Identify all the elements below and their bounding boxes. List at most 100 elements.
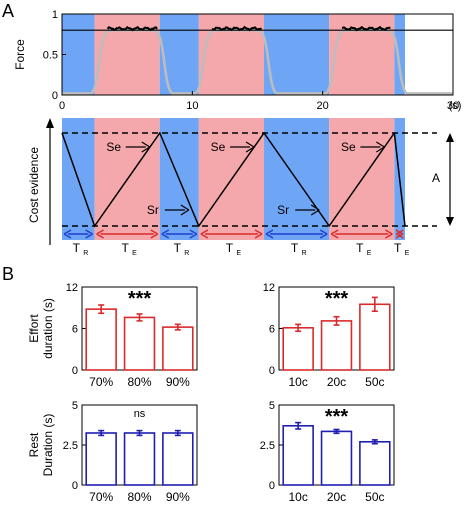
- bar: [162, 326, 194, 371]
- duration-sub-rest: R: [184, 250, 189, 257]
- y-tick-label: 5: [72, 400, 78, 412]
- y-tick-label: 6: [269, 324, 275, 336]
- duration-arrow-head-right: [150, 229, 159, 239]
- category-label: 10c: [288, 490, 307, 504]
- category-label: 50c: [365, 375, 384, 389]
- duration-arrow-head-left: [96, 229, 104, 239]
- category-label: 70%: [89, 490, 113, 504]
- x-tick-label: 30: [447, 100, 459, 112]
- phase-rest: [62, 14, 95, 95]
- duration-label-effort: T: [226, 241, 234, 255]
- y-tick-label: 12: [66, 282, 78, 294]
- y-axis-label: Rest: [27, 432, 41, 457]
- amplitude-label: A: [432, 171, 440, 185]
- sr-label: Sr: [147, 203, 159, 217]
- duration-sub-rest: R: [83, 250, 88, 257]
- duration-sub-effort: E: [132, 250, 137, 257]
- duration-sub-effort: E: [405, 250, 410, 257]
- duration-arrow-head-right: [385, 229, 393, 239]
- duration-sub-effort: E: [236, 250, 241, 257]
- bar: [123, 316, 156, 371]
- se-label: Se: [211, 140, 226, 154]
- sr-arrow-head: [310, 204, 320, 216]
- evidence-zigzag: [61, 131, 395, 228]
- amplitude-head-bottom: [446, 217, 454, 226]
- y-axis-label: Cost evidence: [27, 147, 41, 223]
- duration-label-rest: T: [174, 241, 182, 255]
- se-label: Se: [341, 140, 356, 154]
- duration-label-rest: T: [291, 241, 299, 255]
- panel-label-a: A: [2, 1, 14, 21]
- duration-label-effort: T: [121, 241, 129, 255]
- category-label: 20c: [327, 375, 346, 389]
- significance-label: ***: [325, 406, 349, 428]
- duration-label-effort: T: [394, 241, 402, 255]
- y-tick-label: 0.5: [43, 50, 58, 62]
- phase-rest: [264, 14, 330, 95]
- x-axis-label: (s): [449, 100, 462, 112]
- duration-arrow-head-right: [189, 229, 198, 239]
- se-label: Se: [106, 140, 121, 154]
- bar: [162, 432, 194, 486]
- se-arrow-head: [245, 141, 255, 153]
- duration-arrow-head-left: [200, 229, 209, 239]
- duration-label-rest: T: [73, 241, 81, 255]
- y-tick-label: 0: [269, 365, 275, 377]
- bar-chart-rest-threshold: 0 2.5 5 70% 80% 90% ns Rest Duration (s): [27, 400, 198, 504]
- duration-arrow-head-left: [161, 229, 170, 239]
- bar: [282, 327, 314, 371]
- duration-arrow-head-left: [265, 229, 274, 239]
- duration-arrow-head-right: [395, 229, 404, 239]
- panel-label-b: B: [2, 264, 14, 284]
- y-axis-arrow-head: [46, 118, 54, 128]
- duration-label-effort: T: [356, 241, 364, 255]
- category-label: 20c: [327, 490, 346, 504]
- category-label: 90%: [166, 375, 190, 389]
- bar-chart-rest-cost: 0 2.5 5 10c 20c 50c ***: [260, 400, 395, 504]
- force-trace-black: [211, 25, 263, 32]
- bar: [320, 320, 353, 371]
- force-trace-black: [341, 25, 391, 32]
- y-tick-label: 6: [72, 324, 78, 336]
- duration-arrow-head-right: [85, 229, 93, 239]
- y-tick-label: 2.5: [63, 440, 78, 452]
- category-label: 80%: [127, 490, 151, 504]
- category-label: 90%: [166, 490, 190, 504]
- sr-label: Sr: [277, 203, 289, 217]
- y-tick-label: 0: [72, 480, 78, 492]
- y-tick-label: 0: [269, 480, 275, 492]
- duration-arrow-head-left: [63, 229, 72, 239]
- significance-label: ***: [325, 288, 349, 310]
- bar: [359, 303, 391, 371]
- phase-effort: [198, 14, 265, 95]
- duration-sub-rest: R: [302, 250, 307, 257]
- se-arrow-head: [141, 141, 151, 153]
- y-tick-label: 1: [52, 9, 58, 21]
- duration-sub-effort: E: [367, 250, 372, 257]
- sr-arrow-head: [180, 204, 190, 216]
- y-tick-label: 0: [52, 90, 58, 102]
- x-tick-label: 10: [186, 100, 198, 112]
- duration-arrow-head-right: [319, 229, 328, 239]
- se-arrow-head: [376, 141, 385, 153]
- bar-charts: 0 6 12 70% 80% 90% *** Effort duration (s) 0 6 12 10…: [27, 282, 395, 504]
- bar: [85, 308, 117, 371]
- bar: [359, 440, 391, 486]
- y-axis-label: Effort: [27, 314, 41, 343]
- significance-label: ***: [128, 288, 152, 310]
- duration-arrow-head-right: [254, 229, 263, 239]
- y-tick-label: 12: [263, 282, 275, 294]
- y-axis-label: Duration (s): [41, 414, 55, 477]
- category-label: 10c: [288, 375, 307, 389]
- amplitude-head-top: [446, 133, 454, 142]
- bar: [282, 424, 314, 486]
- y-tick-label: 2.5: [260, 440, 275, 452]
- x-tick-label: 20: [317, 100, 329, 112]
- bar: [123, 432, 156, 486]
- duration-arrow-head-left: [330, 229, 339, 239]
- y-tick-label: 0: [72, 365, 78, 377]
- phase-rest: [159, 14, 199, 95]
- category-label: 70%: [89, 375, 113, 389]
- bar-chart-effort-threshold: 0 6 12 70% 80% 90% *** Effort duration (s): [27, 282, 198, 389]
